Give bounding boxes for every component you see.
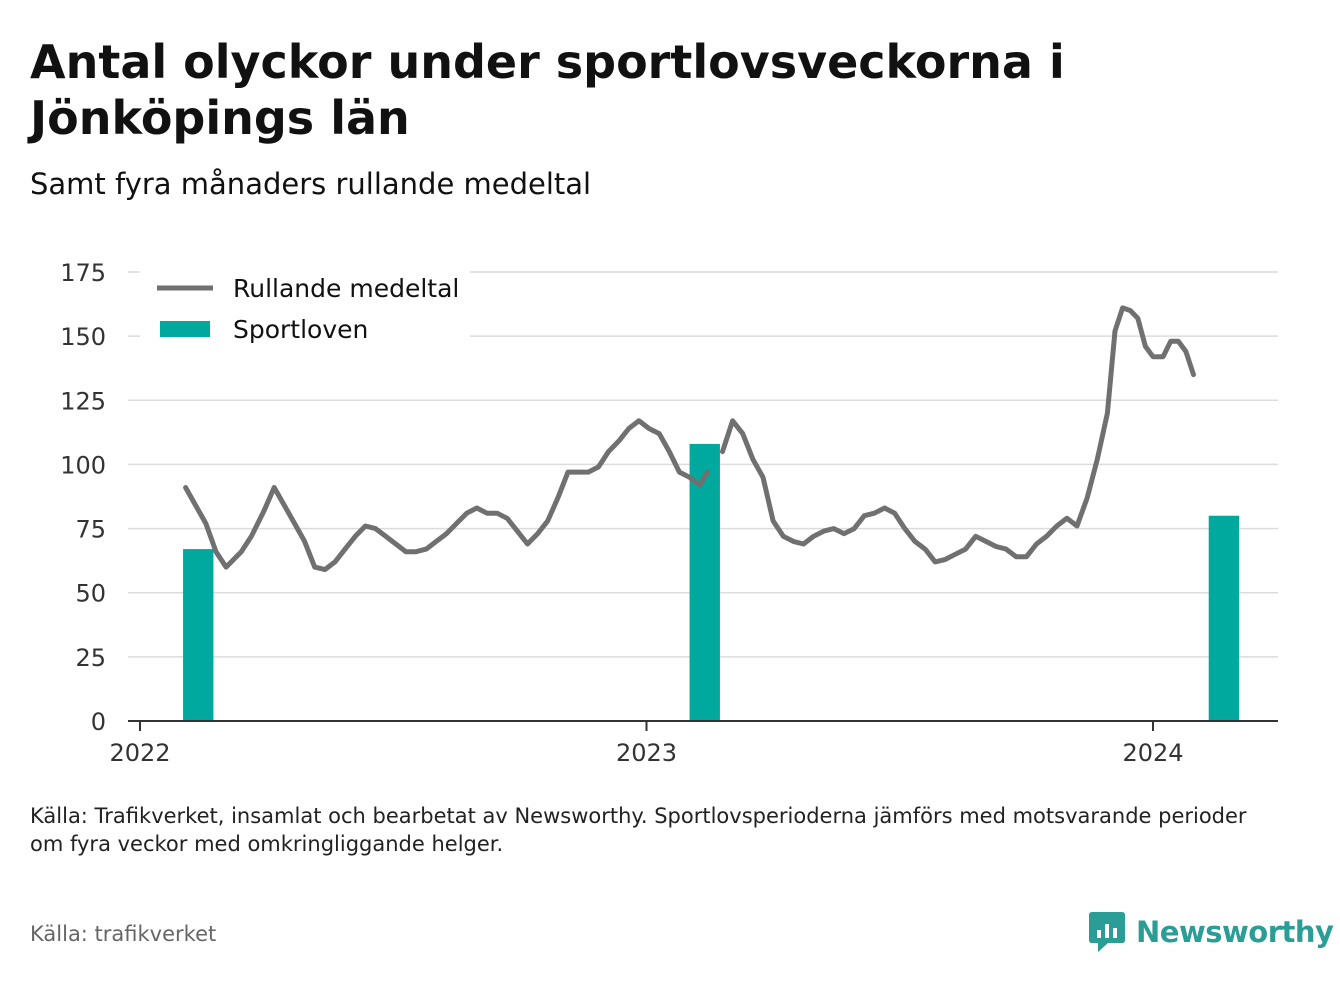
chart-area: 0 25 50 75 100 125 150 175 2022 2023 2024 Rullande…: [60, 259, 1278, 767]
axes: 0 25 50 75 100 125 150 175 2022 2023 2024: [60, 259, 1278, 767]
y-tick-label: 50: [75, 580, 106, 608]
line-series: [720, 305, 1196, 565]
newsworthy-logo-icon: [1089, 912, 1125, 952]
legend-label: Rullande medeltal: [233, 274, 459, 303]
line-series: [183, 418, 710, 573]
y-tick-label: 100: [60, 451, 106, 479]
chart-title: Antal olyckor under sportlovsveckorna i …: [30, 35, 1065, 145]
chart-footnote: Källa: Trafikverket, insamlat och bearbe…: [30, 804, 1247, 856]
legend-bar-swatch: [160, 321, 210, 337]
y-tick-label: 0: [91, 708, 106, 736]
x-tick-label: 2024: [1122, 739, 1183, 767]
bar-sportloven: [1208, 515, 1240, 721]
line-rullande-medeltal: [183, 305, 1196, 573]
y-tick-label: 25: [75, 644, 106, 672]
newsworthy-logo: Newsworthy: [1088, 910, 1334, 954]
source-note: Källa: trafikverket: [30, 922, 217, 946]
bar-sportloven: [689, 443, 720, 721]
legend: Rullande medeltal Sportloven: [140, 262, 470, 344]
y-tick-label: 75: [75, 516, 106, 544]
x-tick-label: 2022: [109, 739, 170, 767]
chart-subtitle: Samt fyra månaders rullande medeltal: [30, 167, 592, 201]
x-tick-label: 2023: [616, 739, 677, 767]
y-tick-label: 125: [60, 387, 106, 415]
bars-sportloven: [183, 443, 1240, 721]
bar-sportloven: [183, 549, 214, 721]
newsworthy-logo-text: Newsworthy: [1136, 915, 1334, 949]
legend-label: Sportloven: [233, 315, 368, 344]
y-tick-label: 150: [60, 323, 106, 351]
y-tick-label: 175: [60, 259, 106, 287]
